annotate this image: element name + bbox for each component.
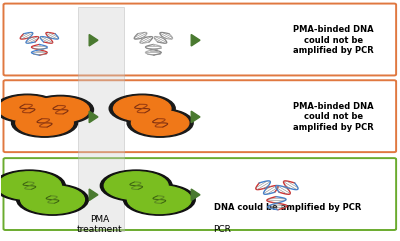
Ellipse shape: [0, 172, 61, 200]
Ellipse shape: [17, 184, 88, 215]
Polygon shape: [191, 34, 200, 46]
Ellipse shape: [0, 94, 60, 123]
Ellipse shape: [21, 186, 84, 214]
Polygon shape: [191, 189, 200, 201]
Ellipse shape: [28, 95, 94, 124]
Polygon shape: [89, 34, 98, 46]
Polygon shape: [89, 189, 98, 201]
Ellipse shape: [32, 97, 89, 122]
Ellipse shape: [124, 184, 195, 215]
Text: PMA-binded DNA
could not be
amplified by PCR: PMA-binded DNA could not be amplified by…: [293, 25, 374, 55]
Ellipse shape: [12, 108, 78, 137]
Ellipse shape: [109, 94, 175, 123]
Text: PMA
treatment: PMA treatment: [77, 215, 122, 234]
Text: PCR: PCR: [213, 225, 231, 234]
Ellipse shape: [0, 96, 56, 121]
Ellipse shape: [16, 110, 73, 135]
Ellipse shape: [100, 170, 172, 201]
Bar: [78, 7, 124, 231]
FancyBboxPatch shape: [4, 4, 396, 75]
Polygon shape: [191, 111, 200, 123]
FancyBboxPatch shape: [4, 158, 396, 230]
Ellipse shape: [114, 96, 171, 121]
Ellipse shape: [0, 170, 65, 201]
Ellipse shape: [127, 108, 193, 137]
Text: DNA could be amplified by PCR: DNA could be amplified by PCR: [214, 203, 361, 213]
Ellipse shape: [132, 110, 189, 135]
Ellipse shape: [128, 186, 191, 214]
Polygon shape: [89, 111, 98, 123]
Ellipse shape: [104, 172, 168, 200]
Text: PMA-binded DNA
could not be
amplified by PCR: PMA-binded DNA could not be amplified by…: [293, 102, 374, 132]
FancyBboxPatch shape: [4, 80, 396, 152]
